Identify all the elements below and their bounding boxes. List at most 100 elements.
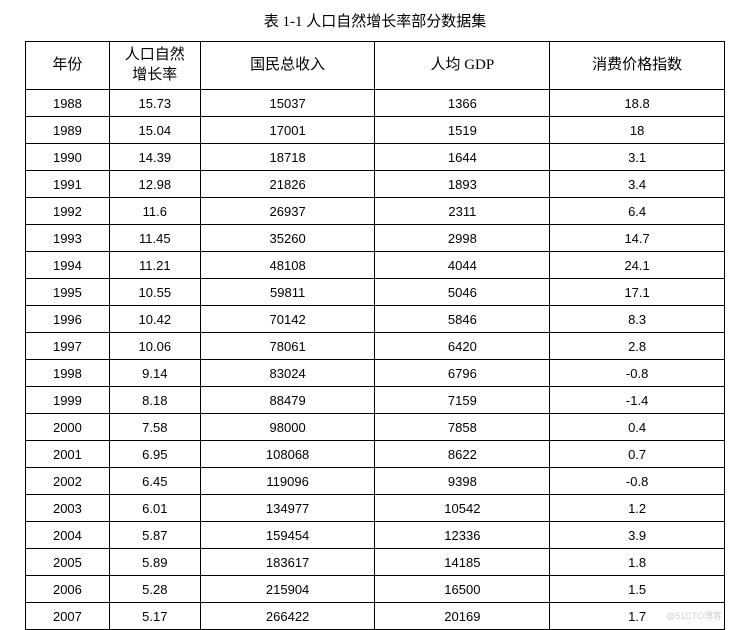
cell-cpi: 1.2 [550,495,725,522]
cell-growth: 7.58 [109,414,200,441]
cell-year: 1998 [26,360,110,387]
cell-year: 2000 [26,414,110,441]
cell-gdp: 2998 [375,225,550,252]
cell-gdp: 2311 [375,198,550,225]
cell-cpi: -0.8 [550,360,725,387]
cell-gni: 35260 [200,225,375,252]
table-row: 199610.427014258468.3 [26,306,725,333]
watermark: @51CTO博客 [666,609,722,622]
cell-gni: 70142 [200,306,375,333]
cell-cpi: 1.8 [550,549,725,576]
cell-growth: 12.98 [109,171,200,198]
cell-gdp: 4044 [375,252,550,279]
cell-gni: 134977 [200,495,375,522]
cell-year: 2004 [26,522,110,549]
cell-gdp: 5046 [375,279,550,306]
cell-gni: 18718 [200,144,375,171]
cell-cpi: 3.1 [550,144,725,171]
cell-growth: 5.89 [109,549,200,576]
cell-cpi: 18.8 [550,90,725,117]
cell-cpi: 24.1 [550,252,725,279]
cell-year: 2007 [26,603,110,630]
header-growth: 人口自然 增长率 [109,42,200,90]
table-row: 199014.391871816443.1 [26,144,725,171]
cell-cpi: 17.1 [550,279,725,306]
cell-year: 1996 [26,306,110,333]
cell-growth: 14.39 [109,144,200,171]
cell-gni: 15037 [200,90,375,117]
table-row: 20026.451190969398-0.8 [26,468,725,495]
cell-gdp: 1519 [375,117,550,144]
cell-gdp: 5846 [375,306,550,333]
cell-cpi: 1.5 [550,576,725,603]
cell-year: 2006 [26,576,110,603]
table-row: 199710.067806164202.8 [26,333,725,360]
cell-gdp: 6420 [375,333,550,360]
cell-gni: 88479 [200,387,375,414]
table-title: 表 1-1 人口自然增长率部分数据集 [25,10,725,31]
table-row: 20075.17266422201691.7 [26,603,725,630]
cell-gni: 98000 [200,414,375,441]
cell-gdp: 14185 [375,549,550,576]
cell-gdp: 1893 [375,171,550,198]
cell-year: 1997 [26,333,110,360]
cell-growth: 5.28 [109,576,200,603]
cell-cpi: -0.8 [550,468,725,495]
cell-growth: 15.04 [109,117,200,144]
cell-gni: 48108 [200,252,375,279]
cell-cpi: -1.4 [550,387,725,414]
cell-year: 1993 [26,225,110,252]
cell-gni: 78061 [200,333,375,360]
cell-year: 2002 [26,468,110,495]
table-row: 20045.87159454123363.9 [26,522,725,549]
cell-growth: 6.01 [109,495,200,522]
cell-gdp: 1366 [375,90,550,117]
header-cpi: 消费价格指数 [550,42,725,90]
cell-year: 1995 [26,279,110,306]
cell-year: 2005 [26,549,110,576]
cell-gni: 59811 [200,279,375,306]
cell-gni: 183617 [200,549,375,576]
cell-gdp: 10542 [375,495,550,522]
cell-cpi: 18 [550,117,725,144]
data-table: 年份 人口自然 增长率 国民总收入 人均 GDP 消费价格指数 198815.7… [25,41,725,630]
table-row: 20065.28215904165001.5 [26,576,725,603]
table-row: 20055.89183617141851.8 [26,549,725,576]
cell-cpi: 0.7 [550,441,725,468]
cell-cpi: 6.4 [550,198,725,225]
cell-growth: 5.87 [109,522,200,549]
cell-gdp: 8622 [375,441,550,468]
table-row: 19998.18884797159-1.4 [26,387,725,414]
cell-gni: 159454 [200,522,375,549]
cell-growth: 6.95 [109,441,200,468]
cell-year: 1999 [26,387,110,414]
cell-year: 1994 [26,252,110,279]
header-year: 年份 [26,42,110,90]
cell-gdp: 7858 [375,414,550,441]
cell-growth: 10.06 [109,333,200,360]
table-row: 20007.589800078580.4 [26,414,725,441]
cell-gdp: 1644 [375,144,550,171]
table-row: 198815.7315037136618.8 [26,90,725,117]
cell-gni: 17001 [200,117,375,144]
table-row: 199211.62693723116.4 [26,198,725,225]
header-gni: 国民总收入 [200,42,375,90]
cell-gni: 26937 [200,198,375,225]
table-row: 199510.5559811504617.1 [26,279,725,306]
cell-gni: 83024 [200,360,375,387]
cell-gdp: 20169 [375,603,550,630]
table-row: 20016.9510806886220.7 [26,441,725,468]
cell-gdp: 7159 [375,387,550,414]
cell-cpi: 14.7 [550,225,725,252]
cell-growth: 11.45 [109,225,200,252]
cell-year: 1989 [26,117,110,144]
cell-growth: 10.42 [109,306,200,333]
cell-year: 1991 [26,171,110,198]
cell-gni: 266422 [200,603,375,630]
table-row: 20036.01134977105421.2 [26,495,725,522]
cell-gni: 21826 [200,171,375,198]
cell-year: 2001 [26,441,110,468]
cell-year: 2003 [26,495,110,522]
cell-growth: 8.18 [109,387,200,414]
table-row: 199112.982182618933.4 [26,171,725,198]
